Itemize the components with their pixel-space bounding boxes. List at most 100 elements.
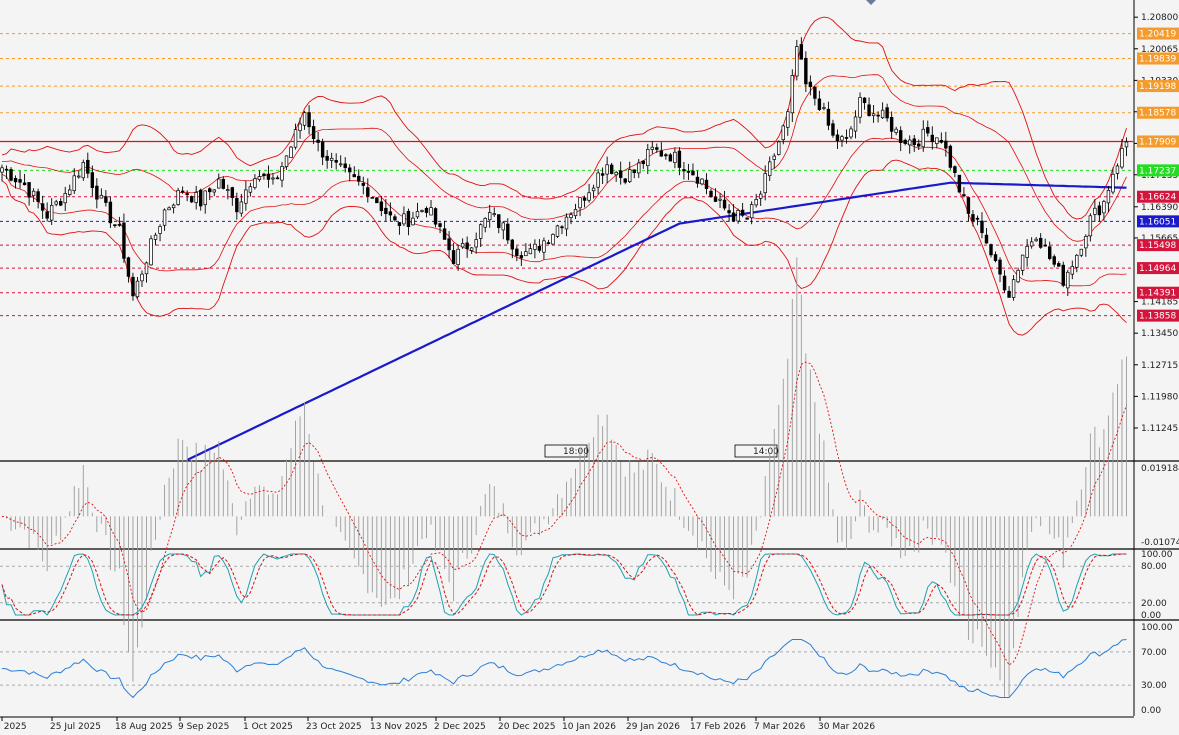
candle-body: [370, 196, 375, 199]
candle-body: [745, 217, 749, 220]
candle-body: [578, 197, 582, 209]
candle-body: [519, 255, 524, 259]
candle: [781, 124, 785, 145]
candle-body: [894, 128, 898, 133]
candle: [189, 195, 194, 204]
candle: [18, 170, 22, 189]
candle: [700, 178, 704, 186]
date-tick-label: Jul 2025: [0, 722, 27, 732]
candle-body: [393, 216, 397, 221]
candle-body: [284, 155, 289, 167]
candle: [754, 193, 758, 208]
candle-body: [1120, 148, 1124, 168]
candle-body: [1038, 237, 1043, 248]
candle-body: [758, 193, 763, 199]
candle-body: [655, 147, 659, 150]
candle-body: [1011, 279, 1016, 298]
candle: [492, 207, 496, 217]
candle: [1111, 167, 1115, 195]
candle-body: [749, 204, 754, 219]
candle: [433, 207, 438, 228]
candle: [162, 208, 167, 231]
candle: [59, 198, 63, 207]
candle-body: [1034, 238, 1038, 242]
candle: [280, 161, 284, 188]
candle: [944, 131, 948, 157]
candle: [49, 198, 54, 226]
candle-body: [262, 173, 266, 177]
candle-body: [533, 243, 537, 250]
candle: [569, 212, 573, 225]
candle: [320, 138, 325, 166]
candle-body: [352, 174, 356, 178]
candle: [1048, 241, 1052, 261]
candle-body: [212, 189, 216, 193]
candle: [483, 217, 487, 233]
candle: [45, 202, 49, 222]
candle: [804, 51, 808, 93]
candle: [1038, 233, 1043, 249]
candle-body: [469, 247, 474, 251]
candle: [40, 195, 45, 219]
candle-body: [226, 189, 230, 191]
candle-body: [609, 164, 614, 174]
candle-body: [618, 170, 623, 178]
candle-body: [858, 97, 862, 118]
candle: [618, 161, 623, 185]
candle: [632, 169, 636, 179]
date-tick-label: 30 Mar 2026: [818, 722, 875, 732]
candle: [113, 224, 117, 228]
candle: [208, 187, 212, 201]
candle: [1061, 261, 1065, 288]
date-tick-label: 17 Feb 2026: [690, 722, 746, 732]
candle-body: [185, 193, 189, 195]
candle: [510, 238, 515, 259]
candle-body: [709, 190, 713, 198]
candle: [975, 215, 980, 226]
candle: [1011, 275, 1016, 301]
candle: [686, 163, 691, 180]
candle-body: [1048, 246, 1052, 259]
candle: [36, 188, 40, 209]
candle-body: [1075, 254, 1079, 268]
candle: [573, 203, 578, 219]
candle-body: [447, 238, 451, 251]
candle: [230, 186, 235, 206]
candle-body: [77, 175, 81, 178]
candle-body: [9, 169, 13, 181]
candle: [456, 244, 460, 271]
candle-body: [962, 194, 966, 197]
candle-body: [537, 245, 542, 251]
candle: [104, 190, 108, 207]
candle-body: [474, 239, 478, 248]
candle: [488, 204, 492, 228]
candle: [402, 206, 406, 227]
candle: [1097, 201, 1102, 222]
candle-body: [357, 175, 361, 182]
candle: [858, 92, 862, 124]
candle: [736, 208, 740, 224]
candle-body: [971, 214, 975, 222]
candle: [253, 174, 257, 190]
candle-body: [149, 238, 153, 266]
candle-body: [641, 160, 645, 165]
candle-body: [560, 226, 564, 229]
candle-body: [248, 186, 253, 193]
session-marker-label: 14:00: [753, 447, 779, 457]
candle: [935, 137, 939, 149]
candle: [840, 134, 844, 147]
candle-body: [614, 171, 618, 176]
candle: [384, 199, 388, 221]
candle: [966, 197, 971, 222]
candle-body: [736, 210, 740, 222]
candle: [99, 188, 104, 199]
candle: [758, 190, 763, 206]
candle-body: [939, 139, 944, 143]
candle: [862, 97, 867, 110]
candle: [1066, 269, 1070, 296]
candle: [1088, 213, 1093, 242]
candle-body: [591, 187, 596, 192]
candle: [171, 203, 176, 214]
